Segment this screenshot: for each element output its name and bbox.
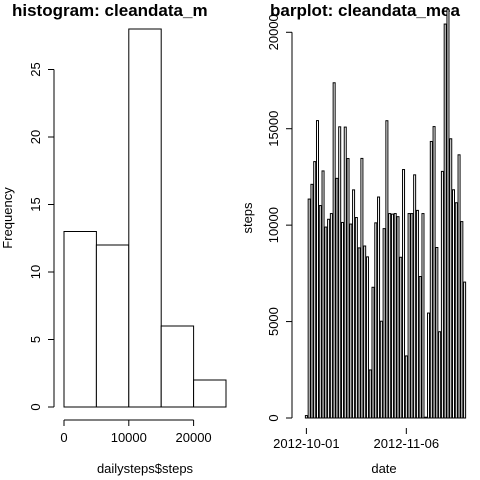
barplot-bar-38 [410,213,414,419]
barplot-bar-3 [313,161,317,419]
barplot-bar-6 [321,170,325,419]
barplot-bar-20 [360,157,364,419]
histogram-y-tick-label: 10 [28,265,43,279]
histogram-bar-4 [193,379,227,408]
barplot-bar-47 [435,246,439,419]
barplot-x-axis: 2012-10-01 2012-11-06 [273,428,439,451]
histogram-x-axis: 0 10000 20000 [60,419,212,445]
barplot-bar-41 [418,276,422,419]
barplot-bar-32 [393,213,397,419]
barplot-bar-12 [338,126,342,419]
barplot-y-axis: 0 5000 10000 15000 20000 [266,14,293,422]
barplot-bar-39 [413,174,417,419]
barplot-bar-53 [452,189,456,419]
barplot-bar-54 [454,202,458,419]
barplot-bar-42 [421,213,425,419]
barplot-bar-1 [307,198,311,419]
barplot-bar-7 [324,226,328,419]
barplot-bar-57 [463,281,467,419]
barplot-title: barplot: cleandata_mea [270,1,460,20]
histogram-x-tick-label: 10000 [111,430,147,445]
barplot-bar-13 [340,221,344,419]
histogram-panel: histogram: cleandata_m 0 10000 20000 0 5 10 1… [0,1,227,476]
barplot-bar-31 [390,213,394,419]
barplot-panel: barplot: cleandata_mea 2012-10-01 2012-11… [240,1,467,476]
barplot-y-tick-label: 0 [266,414,281,421]
barplot-bar-24 [371,286,375,419]
barplot-bar-4 [315,120,319,419]
barplot-bar-10 [332,82,336,419]
barplot-x-label: date [371,461,396,476]
barplot-bar-0 [304,415,308,419]
barplot-bar-2 [310,183,314,419]
barplot-bar-55 [457,154,461,419]
barplot-x-tick-label: 2012-10-01 [273,436,340,451]
histogram-x-tick-label: 0 [60,430,67,445]
histogram-bar-0 [63,231,97,408]
histogram-y-label: Frequency [0,187,15,249]
barplot-bar-26 [377,196,381,419]
barplot-bar-33 [396,216,400,419]
barplot-bar-21 [363,245,367,419]
barplot-bar-25 [374,222,378,419]
barplot-bar-36 [404,355,408,419]
barplot-bar-16 [349,223,353,419]
barplot-bar-28 [382,228,386,419]
histogram-title: histogram: cleandata_m [12,1,208,20]
barplot-bar-11 [335,177,339,419]
barplot-bar-51 [446,8,450,419]
barplot-bar-22 [365,256,369,419]
histogram-bar-3 [160,325,195,408]
barplot-bar-14 [343,126,347,419]
barplot-bar-44 [427,312,431,419]
barplot-bar-48 [438,331,442,419]
histogram-x-label: dailysteps$steps [97,461,194,476]
barplot-bar-50 [443,23,447,419]
barplot-bar-9 [329,213,333,419]
barplot-bar-37 [407,213,411,419]
barplot-bar-17 [352,189,356,419]
barplot-bars [304,8,467,419]
barplot-bar-34 [399,256,403,419]
barplot-bar-29 [385,120,389,419]
barplot-x-tick-label: 2012-11-06 [374,436,440,451]
histogram-y-axis: 0 5 10 15 20 25 [28,62,55,411]
barplot-bar-43 [424,416,428,419]
barplot-bar-56 [460,221,464,419]
barplot-bar-52 [449,138,453,419]
barplot-y-label: steps [240,202,255,234]
barplot-y-tick-label: 5000 [266,307,281,336]
barplot-bar-27 [379,320,383,419]
barplot-bar-49 [440,170,444,419]
barplot-y-tick-label: 15000 [266,111,281,147]
histogram-y-tick-label: 25 [28,62,43,76]
histogram-y-tick-label: 20 [28,130,43,144]
histogram-bar-2 [128,28,162,408]
histogram-y-tick-label: 0 [28,403,43,410]
barplot-bar-45 [429,140,433,419]
barplot-bar-15 [346,158,350,419]
barplot-bar-18 [354,217,358,419]
barplot-y-tick-label: 10000 [266,207,281,243]
barplot-bar-19 [357,247,361,419]
histogram-bar-1 [95,244,130,408]
histogram-y-tick-label: 15 [28,197,43,211]
histogram-bars [63,28,227,408]
barplot-y-tick-label: 20000 [266,14,281,50]
histogram-x-tick-label: 20000 [176,430,212,445]
barplot-bar-23 [368,369,372,419]
barplot-bar-35 [402,169,406,419]
barplot-bar-5 [318,205,322,419]
barplot-bar-46 [432,126,436,419]
barplot-bar-8 [327,218,331,419]
histogram-y-tick-label: 5 [28,336,43,343]
barplot-bar-30 [388,213,392,419]
barplot-bar-40 [415,209,419,419]
